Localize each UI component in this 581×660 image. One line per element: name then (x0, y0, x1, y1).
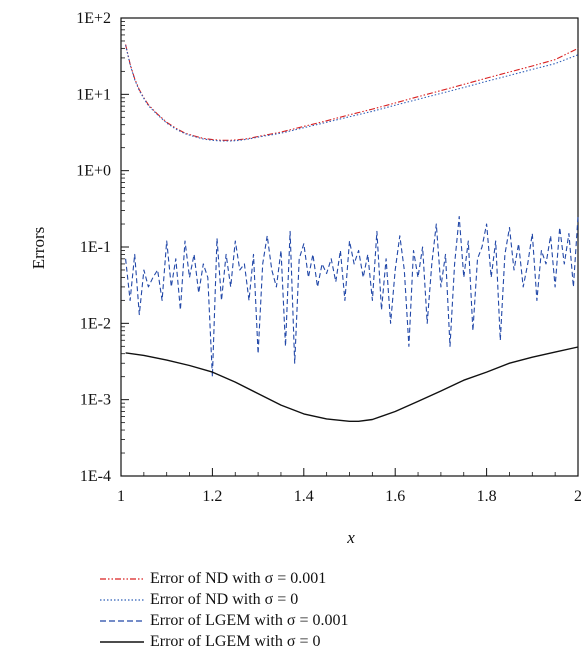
legend-item-nd-exact: Error of ND with σ = 0 (96, 589, 566, 610)
x-axis-title: x (346, 528, 355, 547)
chart: 1E-41E-31E-21E-11E+01E+11E+2 1 1.2 1.4 1.6 1… (29, 10, 581, 547)
legend-item-nd-noise: Error of ND with σ = 0.001 (96, 568, 566, 589)
y-tick-label: 1E+1 (76, 86, 111, 103)
series-line-2 (125, 216, 579, 378)
legend-swatch-lgem-exact (100, 640, 144, 643)
y-tick-label: 1E-4 (80, 468, 111, 485)
legend-label-nd-exact: Error of ND with σ = 0 (150, 590, 299, 608)
y-tick-label: 1E+2 (76, 10, 111, 27)
x-tick-label: 2 (574, 488, 581, 505)
plot-frame (120, 17, 579, 477)
x-tick-label: 1 (117, 488, 125, 505)
legend-swatch-lgem-noise (100, 619, 144, 622)
legend-label-lgem-exact: Error of LGEM with σ = 0 (150, 632, 321, 650)
legend-swatch-nd-noise (100, 577, 144, 580)
series-line-1 (125, 45, 579, 142)
plot-area (120, 17, 579, 477)
series-line-3 (125, 346, 579, 422)
y-tick-label: 1E-2 (80, 315, 111, 332)
y-tick-label: 1E+0 (76, 163, 111, 180)
x-tick-label: 1.6 (385, 488, 405, 505)
legend-label-nd-noise: Error of ND with σ = 0.001 (150, 569, 327, 587)
y-tick-label: 1E-3 (80, 392, 111, 409)
legend-item-lgem-noise: Error of LGEM with σ = 0.001 (96, 610, 566, 631)
y-axis: 1E-4 1E-3 1E-2 1E-1 1E+0 1E+1 1E+2 (76, 10, 129, 485)
series-layer (125, 44, 579, 422)
x-tick-label: 1.8 (477, 488, 497, 505)
legend: Error of ND with σ = 0.001 Error of ND w… (96, 568, 566, 652)
x-tick-label: 1.4 (294, 488, 314, 505)
x-tick-label: 1.2 (202, 488, 222, 505)
x-axis: 1 1.2 1.4 1.6 1.8 2 (117, 468, 581, 505)
legend-swatch-nd-exact (100, 598, 144, 601)
y-tick-label: 1E-1 (80, 239, 111, 256)
series-line-0 (125, 44, 579, 141)
legend-item-lgem-exact: Error of LGEM with σ = 0 (96, 631, 566, 652)
y-axis-title: Errors (29, 227, 48, 269)
legend-label-lgem-noise: Error of LGEM with σ = 0.001 (150, 611, 349, 629)
